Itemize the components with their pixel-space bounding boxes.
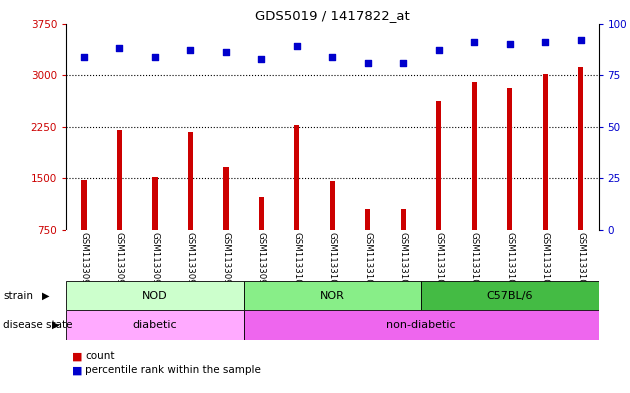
Text: GSM1133102: GSM1133102 xyxy=(364,232,372,291)
Point xyxy=(576,37,586,43)
Text: GSM1133108: GSM1133108 xyxy=(576,232,585,291)
Point xyxy=(363,60,373,66)
Text: GSM1133094: GSM1133094 xyxy=(79,232,88,290)
Point xyxy=(433,47,444,53)
Bar xyxy=(66,310,244,340)
Bar xyxy=(81,180,86,230)
Text: non-diabetic: non-diabetic xyxy=(386,320,456,330)
Text: percentile rank within the sample: percentile rank within the sample xyxy=(85,365,261,375)
Bar xyxy=(294,125,299,230)
Text: ■: ■ xyxy=(72,351,83,362)
Bar xyxy=(421,281,598,310)
Text: GSM1133101: GSM1133101 xyxy=(328,232,337,291)
Point xyxy=(114,45,124,51)
Text: GSM1133100: GSM1133100 xyxy=(292,232,301,291)
Bar xyxy=(259,197,264,230)
Text: GSM1133103: GSM1133103 xyxy=(399,232,408,291)
Bar xyxy=(244,310,598,340)
Text: ■: ■ xyxy=(72,365,83,375)
Bar xyxy=(117,130,122,230)
Text: GSM1133096: GSM1133096 xyxy=(151,232,159,290)
Bar xyxy=(188,132,193,230)
Text: NOD: NOD xyxy=(142,291,168,301)
Text: GSM1133095: GSM1133095 xyxy=(115,232,124,290)
Point xyxy=(221,49,231,55)
Text: GSM1133107: GSM1133107 xyxy=(541,232,550,291)
Bar xyxy=(223,167,229,230)
Text: GSM1133106: GSM1133106 xyxy=(505,232,514,291)
Bar xyxy=(507,88,512,230)
Bar xyxy=(472,82,477,230)
Bar xyxy=(66,281,244,310)
Text: GSM1133097: GSM1133097 xyxy=(186,232,195,290)
Point xyxy=(469,39,479,45)
Bar xyxy=(244,281,421,310)
Point xyxy=(398,60,408,66)
Text: GSM1133099: GSM1133099 xyxy=(257,232,266,290)
Text: C57BL/6: C57BL/6 xyxy=(486,291,533,301)
Point xyxy=(328,53,338,60)
Text: GSM1133104: GSM1133104 xyxy=(434,232,444,291)
Text: disease state: disease state xyxy=(3,320,72,330)
Title: GDS5019 / 1417822_at: GDS5019 / 1417822_at xyxy=(255,9,410,22)
Text: count: count xyxy=(85,351,115,362)
Text: ▶: ▶ xyxy=(52,320,60,330)
Text: GSM1133105: GSM1133105 xyxy=(470,232,479,291)
Point xyxy=(505,41,515,48)
Bar xyxy=(542,75,548,230)
Bar xyxy=(436,101,442,230)
Point xyxy=(256,55,266,62)
Point xyxy=(292,43,302,50)
Bar xyxy=(329,181,335,230)
Text: diabetic: diabetic xyxy=(132,320,177,330)
Bar xyxy=(401,209,406,230)
Point xyxy=(185,47,195,53)
Text: NOR: NOR xyxy=(320,291,345,301)
Point xyxy=(79,53,89,60)
Bar xyxy=(578,67,583,230)
Bar xyxy=(365,209,370,230)
Point xyxy=(540,39,551,45)
Bar xyxy=(152,177,158,230)
Text: ▶: ▶ xyxy=(42,291,50,301)
Text: GSM1133098: GSM1133098 xyxy=(221,232,231,290)
Text: strain: strain xyxy=(3,291,33,301)
Point xyxy=(150,53,160,60)
